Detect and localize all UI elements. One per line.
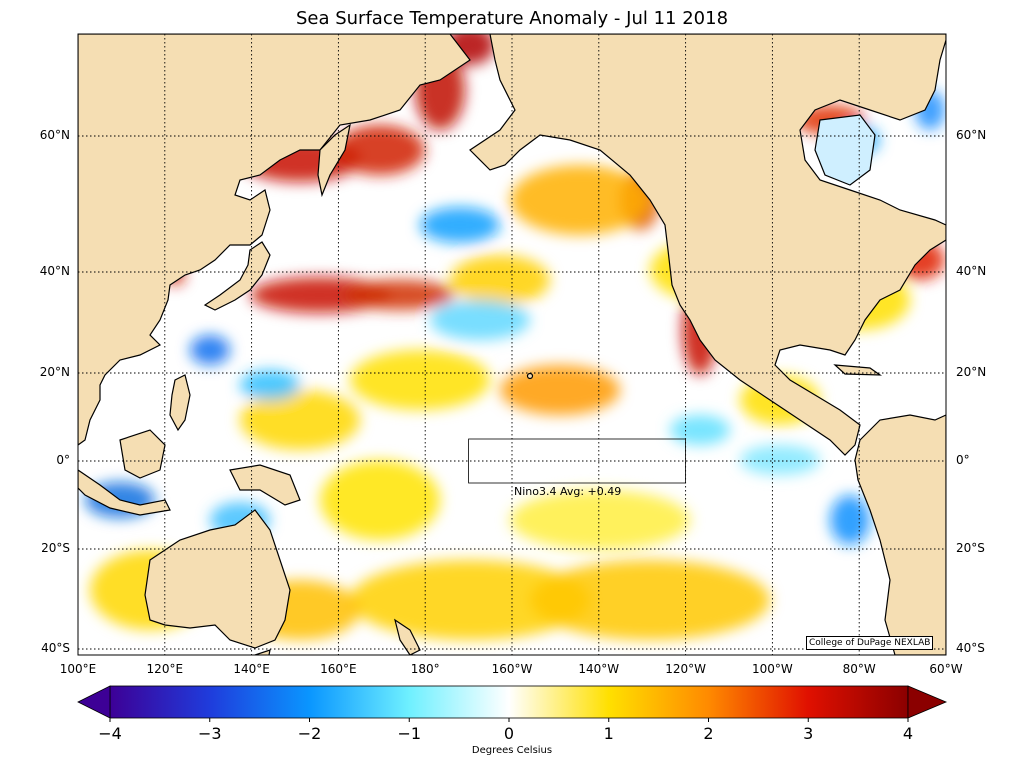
land-hawaii bbox=[526, 372, 534, 380]
lon-label: 140°W bbox=[578, 662, 620, 676]
land-new-zealand bbox=[394, 618, 421, 655]
lat-label: 20°N bbox=[39, 365, 70, 379]
colorbar-tick-label: 4 bbox=[902, 724, 914, 743]
hudson-bay bbox=[814, 114, 876, 186]
lat-label: 40°N bbox=[39, 264, 70, 278]
colorbar-tick-label: 2 bbox=[703, 724, 714, 743]
lon-label: 100°E bbox=[59, 662, 97, 676]
colorbar-body bbox=[109, 685, 909, 719]
lon-label: 120°W bbox=[665, 662, 706, 676]
anomaly-blob bbox=[510, 490, 690, 550]
lat-label: 60°N bbox=[956, 128, 987, 142]
lon-label: 60°W bbox=[929, 662, 963, 676]
lon-label: 100°W bbox=[752, 662, 793, 676]
anomaly-blob bbox=[240, 390, 360, 450]
anomaly-blob bbox=[420, 207, 500, 243]
lat-label: 20°S bbox=[956, 541, 985, 555]
anomaly-blob bbox=[430, 300, 530, 340]
lat-label: 0° bbox=[956, 453, 970, 467]
colorbar-tick-label: −4 bbox=[98, 724, 122, 743]
colorbar-tick-label: −1 bbox=[397, 724, 422, 743]
lat-label: 20°N bbox=[956, 365, 987, 379]
lon-label: 140°E bbox=[233, 662, 270, 676]
land-kamchatka bbox=[317, 123, 351, 198]
colorbar-tick-label: 1 bbox=[603, 724, 614, 743]
colorbar-label: Degrees Celsius bbox=[471, 745, 553, 756]
lon-label: 120°E bbox=[146, 662, 184, 676]
land-borneo bbox=[119, 429, 166, 479]
lat-label: 40°S bbox=[956, 641, 985, 655]
land-cuba bbox=[833, 364, 882, 376]
credit-label: College of DuPage NEXLAB bbox=[806, 636, 934, 650]
land-tasmania bbox=[253, 649, 271, 655]
land-new-guinea bbox=[229, 464, 301, 506]
anomaly-blob bbox=[345, 280, 455, 310]
lon-label: 160°E bbox=[320, 662, 357, 676]
lat-label: 0° bbox=[56, 453, 70, 467]
colorbar-max-arrow bbox=[907, 685, 948, 719]
land-japan bbox=[203, 241, 271, 311]
anomaly-blob bbox=[350, 560, 590, 640]
graticule bbox=[78, 34, 946, 655]
anomaly-blob bbox=[450, 255, 550, 305]
nino34-label: Nino3.4 Avg: +0.49 bbox=[514, 485, 622, 498]
anomaly-blob bbox=[240, 370, 300, 400]
anomaly-blob bbox=[830, 495, 870, 545]
anomaly-blob bbox=[670, 415, 730, 445]
chart-title: Sea Surface Temperature Anomaly - Jul 11… bbox=[295, 8, 729, 29]
lon-label: 80°W bbox=[842, 662, 876, 676]
anomaly-blob bbox=[530, 560, 770, 640]
lon-label: 160°W bbox=[491, 662, 533, 676]
colorbar-tick-label: 3 bbox=[803, 724, 814, 743]
lat-label: 20°S bbox=[41, 541, 70, 555]
land-sumatra-java bbox=[78, 469, 171, 516]
nino34-box bbox=[468, 438, 687, 484]
land-australia bbox=[144, 509, 291, 649]
land-philippines bbox=[169, 374, 191, 432]
anomaly-blob bbox=[320, 460, 440, 540]
anomaly-blob bbox=[350, 350, 490, 410]
lat-label: 60°N bbox=[39, 128, 70, 142]
colorbar-min-arrow bbox=[77, 685, 111, 719]
colorbar bbox=[77, 685, 948, 722]
colorbar-tick-label: −2 bbox=[297, 724, 322, 743]
land-asia bbox=[78, 34, 471, 446]
land-masses bbox=[78, 34, 946, 655]
lat-label: 40°S bbox=[41, 641, 70, 655]
map-frame bbox=[77, 33, 947, 656]
anomaly-blob bbox=[250, 277, 390, 313]
lat-label: 40°N bbox=[956, 264, 987, 278]
colorbar-tick-label: 0 bbox=[503, 724, 515, 743]
colorbar-tick-label: −3 bbox=[197, 724, 222, 743]
anomaly-blob bbox=[510, 165, 650, 235]
anomaly-blob bbox=[335, 125, 425, 175]
lon-label: 180° bbox=[410, 662, 440, 676]
land-north-america bbox=[469, 34, 946, 456]
anomaly-blob bbox=[500, 365, 620, 415]
anomaly-blob bbox=[190, 335, 230, 365]
anomaly-blob bbox=[740, 445, 820, 475]
